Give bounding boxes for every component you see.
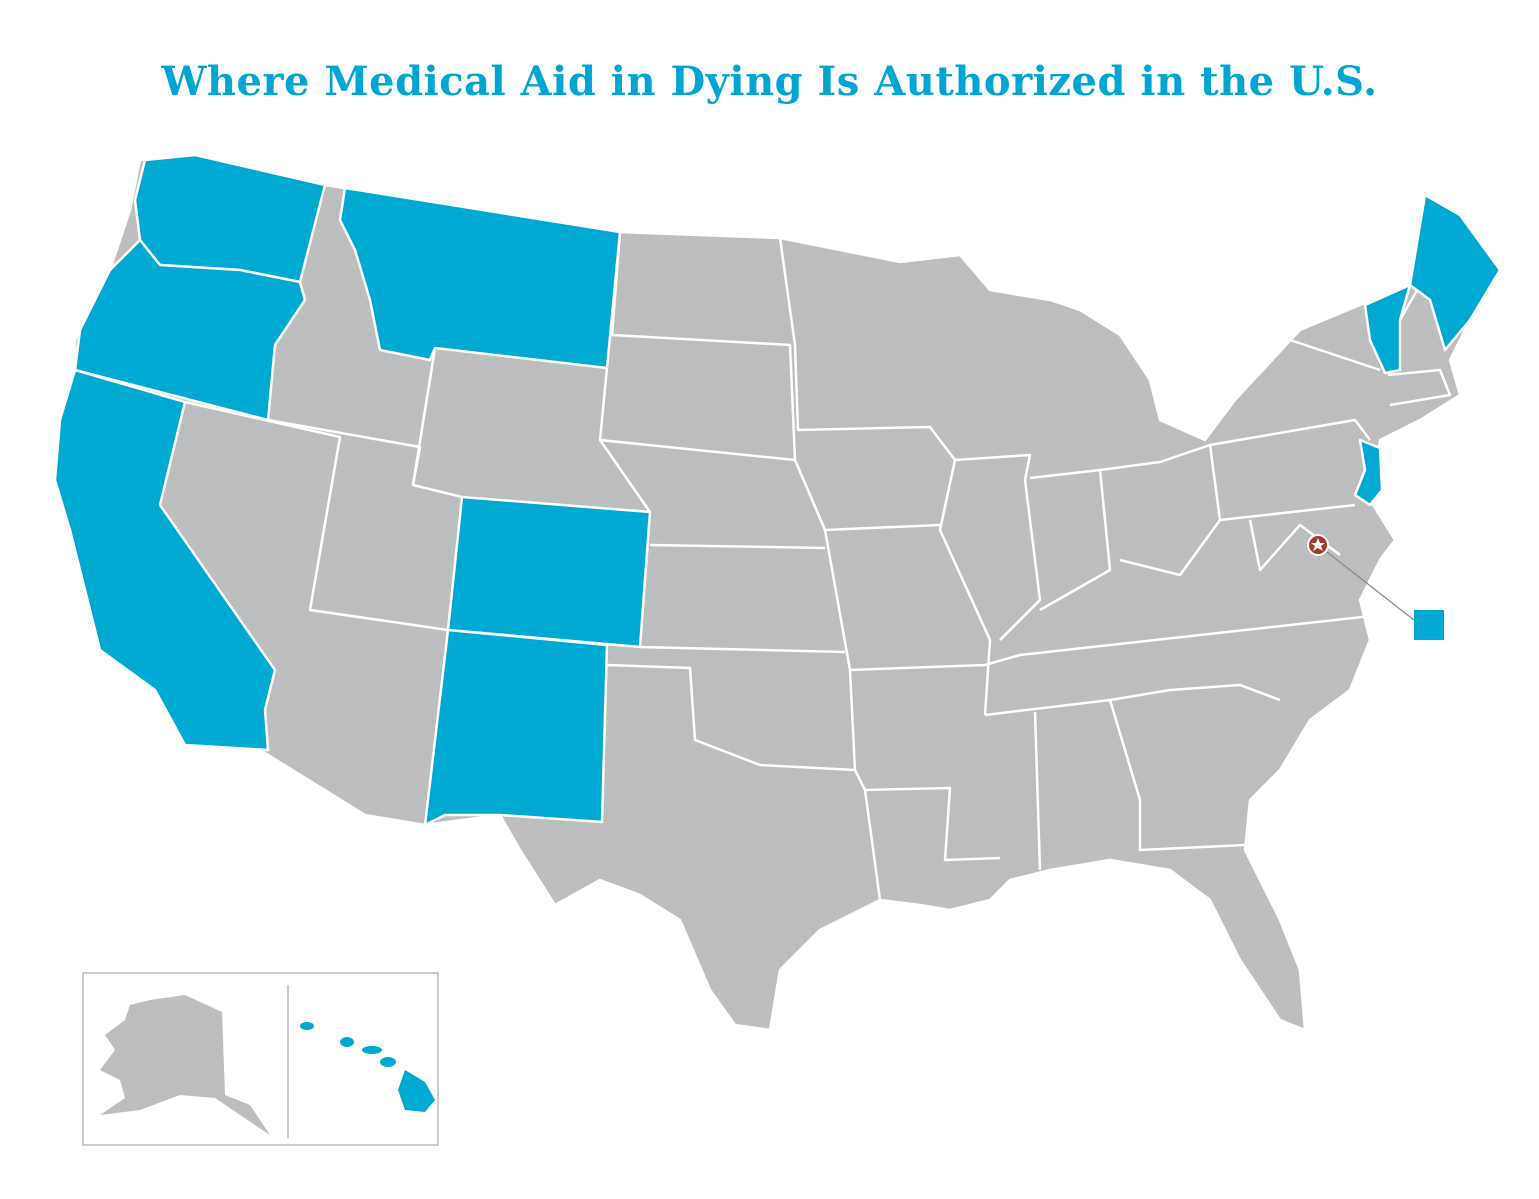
island <box>300 1022 314 1030</box>
island <box>398 1070 435 1112</box>
state-authorized <box>1408 193 1502 352</box>
state-authorized <box>423 628 609 827</box>
state-authorized <box>1353 438 1384 507</box>
hawaii <box>300 1022 435 1112</box>
state-authorized <box>446 495 652 649</box>
inset-frame <box>82 972 439 1146</box>
capital-star <box>1311 538 1325 551</box>
state-borders <box>184 231 1452 901</box>
dc-marker <box>1414 610 1444 640</box>
map-title: Where Medical Aid in Dying Is Authorized… <box>161 58 1378 105</box>
leader-line <box>1317 544 1415 621</box>
state-authorized <box>133 153 327 284</box>
state-authorized <box>53 368 277 752</box>
island <box>340 1037 354 1047</box>
island <box>380 1057 396 1067</box>
state-authorized <box>73 238 307 422</box>
alaska <box>100 995 270 1135</box>
state-authorized <box>338 186 622 370</box>
island <box>362 1046 382 1054</box>
